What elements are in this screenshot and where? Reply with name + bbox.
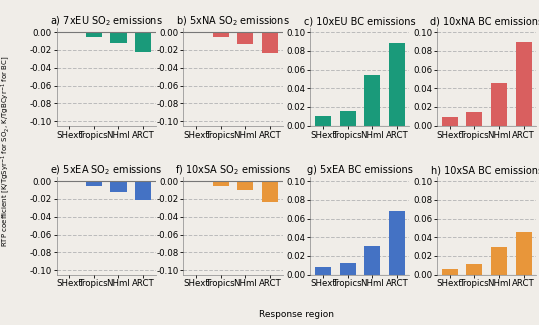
Bar — [516, 42, 532, 126]
Bar — [262, 32, 278, 53]
Bar — [364, 75, 380, 126]
Title: b) 5xNA SO$_2$ emissions: b) 5xNA SO$_2$ emissions — [176, 14, 290, 28]
Bar — [135, 32, 151, 52]
Bar — [262, 181, 278, 202]
Bar — [135, 181, 151, 200]
Bar — [315, 116, 331, 126]
Text: Response region: Response region — [259, 310, 334, 319]
Bar — [237, 32, 253, 44]
Bar — [441, 269, 458, 275]
Bar — [389, 211, 405, 275]
Title: h) 10xSA BC emissions: h) 10xSA BC emissions — [431, 165, 539, 175]
Bar — [466, 112, 482, 126]
Bar — [315, 267, 331, 275]
Bar — [237, 181, 253, 190]
Bar — [389, 44, 405, 126]
Title: e) 5xEA SO$_2$ emissions: e) 5xEA SO$_2$ emissions — [50, 163, 162, 176]
Bar — [213, 181, 229, 187]
Title: d) 10xNA BC emissions: d) 10xNA BC emissions — [430, 16, 539, 26]
Bar — [86, 32, 102, 36]
Bar — [188, 181, 204, 182]
Bar — [213, 32, 229, 36]
Bar — [364, 246, 380, 275]
Bar — [110, 181, 127, 192]
Text: RTP coefficient [K/TgSyr$^{-1}$ for SO$_2$, K/TgBCyr$^{-1}$ for BC]: RTP coefficient [K/TgSyr$^{-1}$ for SO$_… — [0, 55, 12, 247]
Bar — [110, 32, 127, 43]
Title: c) 10xEU BC emissions: c) 10xEU BC emissions — [304, 16, 416, 26]
Title: a) 7xEU SO$_2$ emissions: a) 7xEU SO$_2$ emissions — [50, 14, 163, 28]
Bar — [441, 117, 458, 126]
Bar — [86, 181, 102, 187]
Bar — [340, 111, 356, 126]
Bar — [340, 264, 356, 275]
Title: f) 10xSA SO$_2$ emissions: f) 10xSA SO$_2$ emissions — [175, 163, 291, 176]
Bar — [491, 247, 507, 275]
Bar — [491, 83, 507, 126]
Title: g) 5xEA BC emissions: g) 5xEA BC emissions — [307, 165, 413, 175]
Bar — [466, 264, 482, 275]
Bar — [516, 232, 532, 275]
Bar — [61, 181, 77, 182]
